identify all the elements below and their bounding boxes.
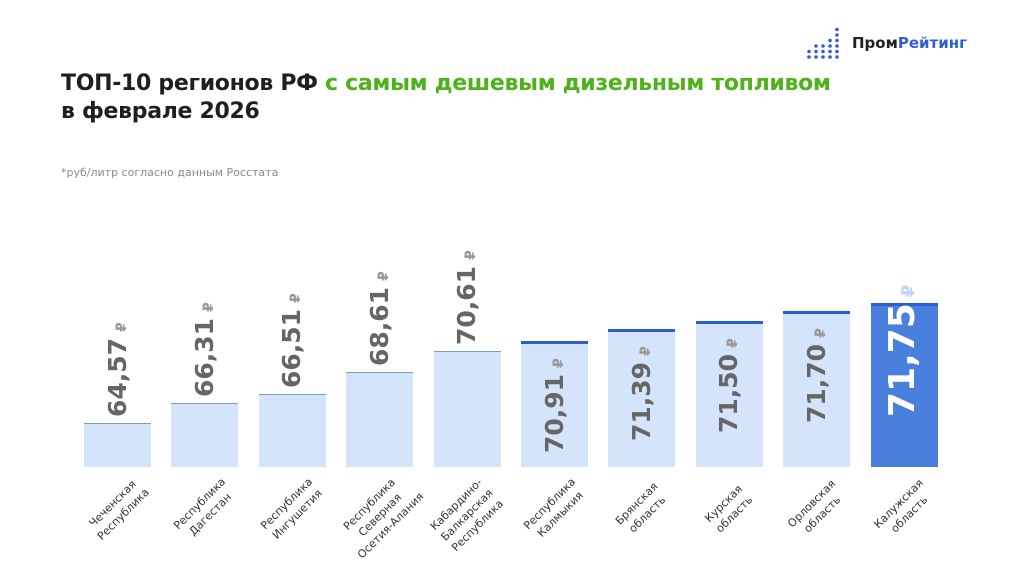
- category-label: Республика Северная Осетия-Алания: [340, 475, 426, 562]
- unit-text: ₽: [375, 271, 392, 281]
- data-label: 64,57 ₽: [103, 322, 132, 417]
- unit-text: ₽: [812, 328, 829, 339]
- title-accent: с самым дешевым дизельным топливом: [325, 71, 831, 96]
- unit-text: ₽: [725, 337, 742, 348]
- category-label: Республика Калмыкия: [520, 475, 586, 540]
- unit-text: ₽: [288, 293, 305, 303]
- bar: [608, 329, 676, 467]
- logo: ПромРейтинг: [806, 26, 967, 60]
- category-label: Брянская область: [612, 479, 669, 536]
- unit-text: ₽: [463, 249, 480, 260]
- value-text: 66,31: [189, 318, 219, 398]
- data-label: 71,75 ₽: [882, 285, 923, 417]
- data-label: 71,70 ₽: [802, 329, 831, 424]
- value-text: 71,70: [801, 344, 831, 424]
- bar: [433, 350, 501, 467]
- category-label: Кабардино- Балкарская Республика: [427, 475, 507, 555]
- data-label: 70,91 ₽: [540, 358, 569, 453]
- value-text: 71,75: [882, 303, 924, 417]
- bar: [84, 423, 151, 467]
- value-text: 66,51: [277, 308, 307, 389]
- value-text: 70,61: [452, 265, 482, 345]
- bar: [171, 403, 239, 467]
- value-text: 71,39: [626, 362, 656, 442]
- bar: [521, 340, 588, 467]
- bar: [346, 371, 414, 467]
- bar: [695, 320, 763, 467]
- data-label: 71,50 ₽: [714, 338, 743, 433]
- title-part1: ТОП-10 регионов РФ: [61, 71, 326, 96]
- data-label: 66,51 ₽: [277, 293, 306, 388]
- bar: [870, 303, 938, 467]
- category-label: Орловская область: [784, 477, 843, 536]
- bar: [783, 311, 851, 467]
- unit-text: ₽: [898, 284, 920, 298]
- data-label: 68,61 ₽: [365, 271, 394, 366]
- value-text: 64,57: [102, 337, 132, 417]
- value-text: 68,61: [364, 286, 394, 366]
- logo-part2: Рейтинг: [897, 34, 967, 52]
- value-text: 71,50: [714, 353, 744, 433]
- value-text: 70,91: [539, 373, 569, 453]
- category-label: Республика Дагестан: [171, 475, 234, 539]
- data-label: 70,61 ₽: [452, 250, 481, 345]
- unit-text: ₽: [200, 302, 217, 313]
- bar-dots-icon: [807, 27, 839, 59]
- bar: [258, 394, 326, 467]
- unit-text: ₽: [113, 322, 130, 332]
- source-note: *руб/литр согласно данным Росстата: [61, 166, 279, 179]
- logo-part1: Пром: [852, 34, 898, 52]
- category-label: Калужская область: [871, 476, 931, 536]
- category-label: Курская область: [702, 482, 756, 536]
- page-title: ТОП-10 регионов РФ с самым дешевым дизел…: [61, 70, 831, 126]
- data-label: 71,39 ₽: [627, 347, 656, 442]
- category-label: Чеченская Республика: [86, 477, 152, 543]
- category-label: Республика Ингушетия: [258, 475, 326, 542]
- unit-text: ₽: [637, 346, 654, 357]
- data-label: 66,31 ₽: [190, 303, 219, 398]
- title-line2: в феврале 2026: [61, 99, 260, 124]
- logo-text: ПромРейтинг: [852, 34, 967, 52]
- unit-text: ₽: [550, 357, 567, 368]
